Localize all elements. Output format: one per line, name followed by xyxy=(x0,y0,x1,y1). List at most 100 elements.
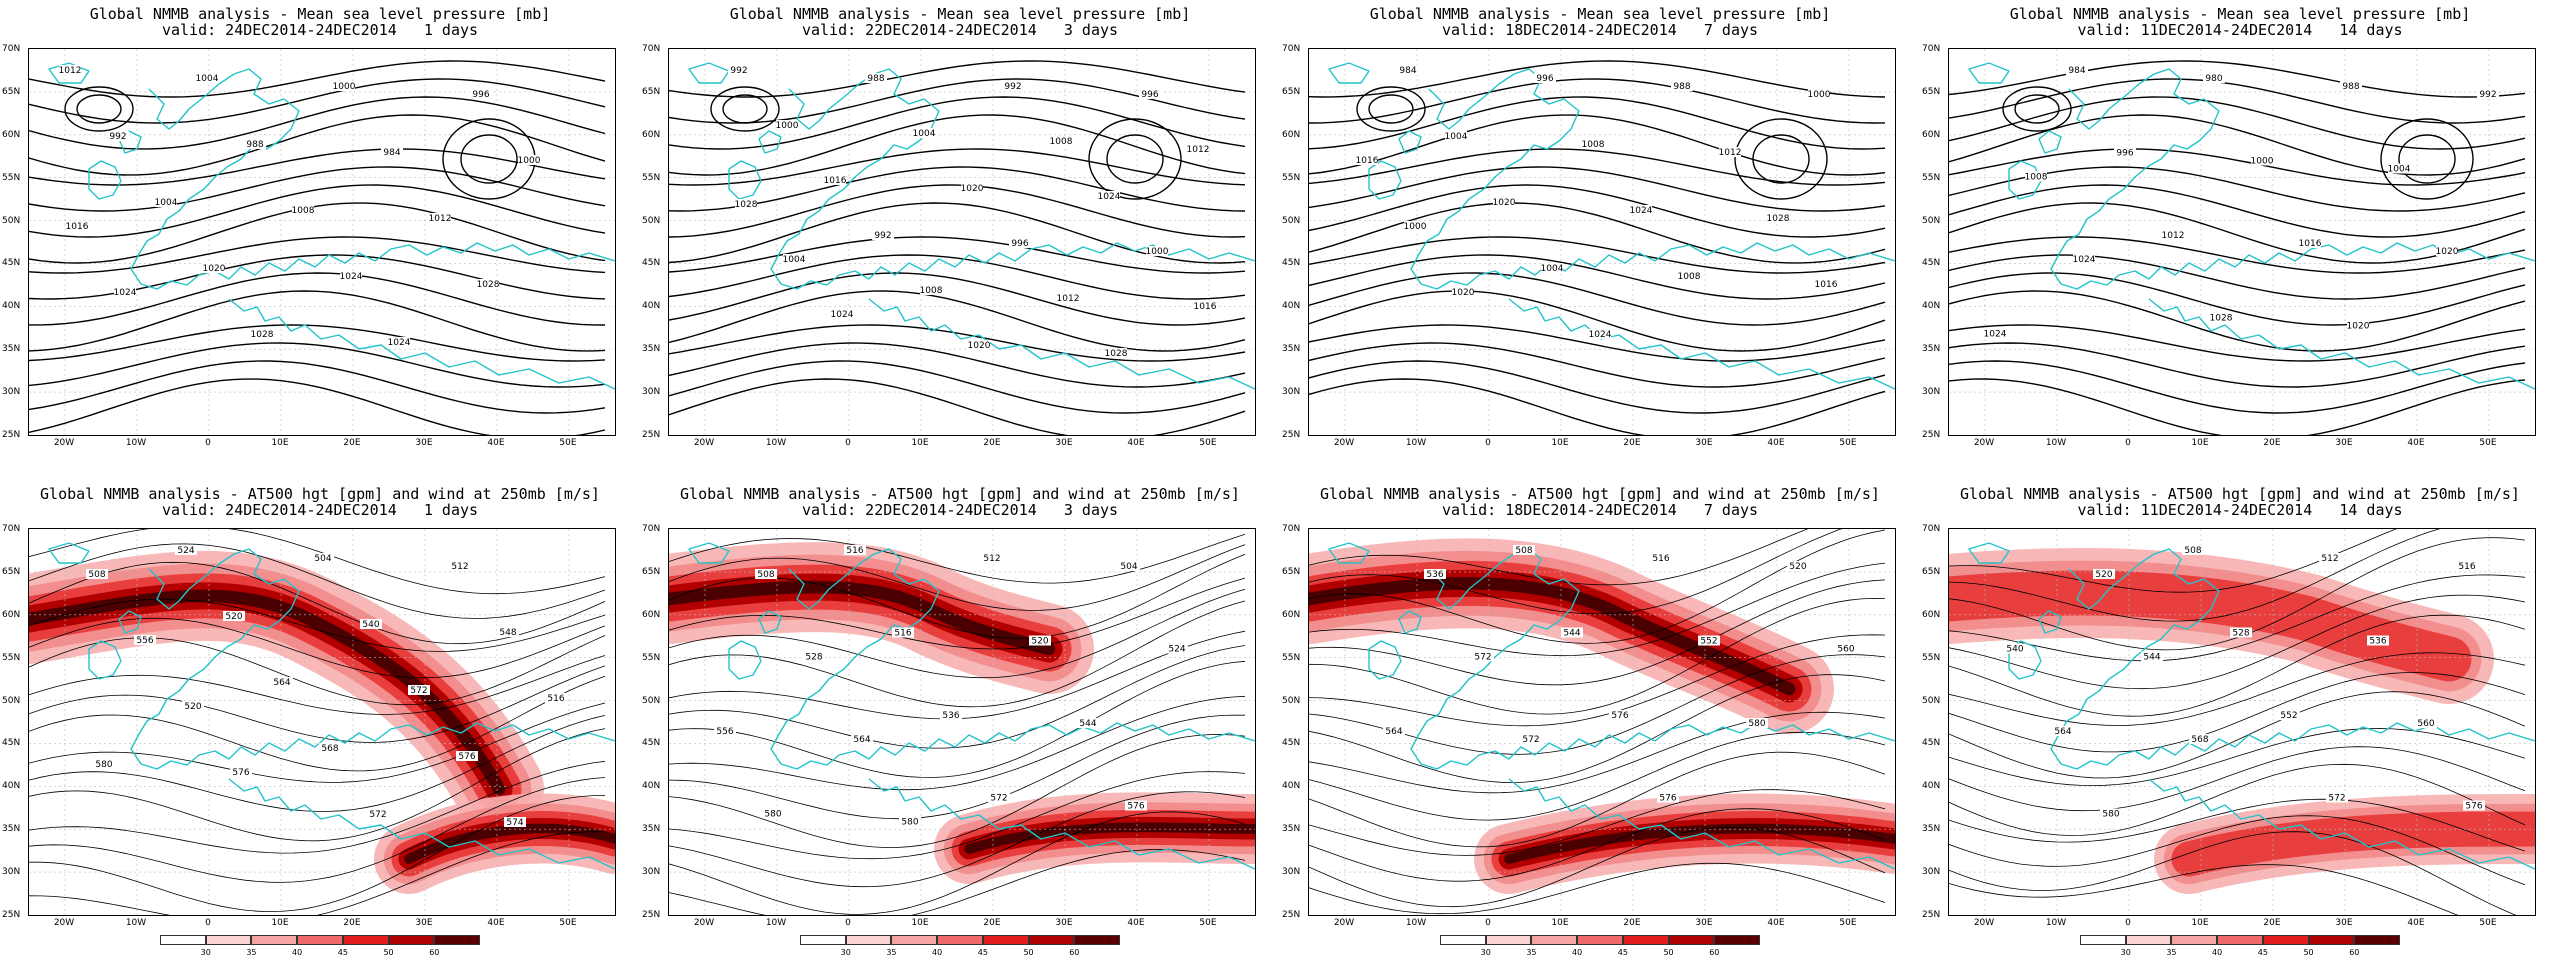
contour-line xyxy=(669,236,1246,274)
contour-label-bg xyxy=(182,701,204,711)
contours xyxy=(1309,529,1886,915)
coastline xyxy=(228,778,615,870)
contour-label-bg xyxy=(66,221,88,231)
contour-label-bg xyxy=(1356,155,1378,165)
lon-label: 10W xyxy=(765,438,787,448)
contour-line xyxy=(1309,731,1886,821)
lat-label: 45N xyxy=(1922,738,1941,749)
contour-label-bg xyxy=(381,147,403,157)
contour-label: 516 xyxy=(547,694,564,704)
contour-label: 1000 xyxy=(2251,157,2274,167)
colorbar-swatch xyxy=(1622,935,1669,945)
colorbar-swatch xyxy=(1714,935,1760,945)
contour-label: 1000 xyxy=(1808,90,1831,100)
lon-label: 20W xyxy=(1333,438,1355,448)
contour-label-bg xyxy=(1541,263,1563,273)
contour-label: 572 xyxy=(1522,735,1539,745)
map-panel-p7: Global NMMB analysis - AT500 hgt [gpm] a… xyxy=(1280,480,1920,960)
lat-label: 55N xyxy=(1282,172,1301,183)
contour-label-bg xyxy=(1404,221,1426,231)
contour-label: 1024 xyxy=(2073,255,2096,265)
contour-label-bg xyxy=(134,635,156,645)
contour-label-bg xyxy=(1139,89,1161,99)
contour-labels: 508 516 520 536 544 552 560 572 576 580 564 572 576 xyxy=(1383,545,1857,804)
panel-title: Global NMMB analysis - AT500 hgt [gpm] a… xyxy=(680,485,1240,503)
lon-label: 30E xyxy=(415,918,433,928)
lon-label: 10W xyxy=(125,438,147,448)
contour-label-bg xyxy=(1657,792,1679,803)
lon-label: 50E xyxy=(2479,918,2497,928)
lon-label: 10W xyxy=(1405,918,1427,928)
contour-label-bg xyxy=(899,816,921,827)
contour-line xyxy=(1309,202,1886,264)
lat-label: 65N xyxy=(2,566,21,577)
panel-subtitle: valid: 18DEC2014-24DEC2014 7 days xyxy=(1441,501,1759,519)
contour-label: 996 xyxy=(2116,149,2133,159)
contour-line xyxy=(29,166,606,212)
contour-line xyxy=(29,715,606,812)
colorbar-swatch xyxy=(434,935,480,945)
contour-label-bg xyxy=(408,685,430,695)
lat-label: 35N xyxy=(1922,344,1941,355)
coastline xyxy=(48,62,90,84)
contour-label-bg xyxy=(1719,147,1741,157)
contour-label-bg xyxy=(2141,651,2163,662)
colorbar-label: 60 xyxy=(429,948,440,957)
contour-label-bg xyxy=(2066,65,2088,75)
lon-label: 40E xyxy=(487,438,505,448)
contour-label: 580 xyxy=(2102,810,2119,820)
contour-label: 1024 xyxy=(1630,206,1653,216)
contour-line xyxy=(1309,166,1886,212)
contour-label: 572 xyxy=(410,686,427,696)
colorbar-swatch xyxy=(800,935,846,945)
contour-label-bg xyxy=(477,279,499,289)
contour-line xyxy=(29,728,606,842)
contour-label: 564 xyxy=(2054,727,2071,737)
contour-label: 1028 xyxy=(735,200,758,210)
contour-label: 1020 xyxy=(2436,247,2459,257)
coastline xyxy=(130,68,615,290)
lat-label: 70N xyxy=(642,524,661,534)
lat-label: 65N xyxy=(1282,566,1301,577)
coastline xyxy=(1508,298,1895,390)
map-canvas: 508 516 520 536 544 552 560 572 576 580 564 572 576 xyxy=(1309,529,1895,915)
lon-label: 0 xyxy=(205,438,211,448)
contour-line xyxy=(29,760,606,854)
lon-label: 20W xyxy=(1973,438,1995,448)
map-canvas: 508 512 516 520 528 536 540 544 552 560 564 568 572 5… xyxy=(1949,529,2535,915)
lon-label: 50E xyxy=(1839,918,1857,928)
contour-label-bg xyxy=(1077,718,1099,728)
map-panel-p2: Global NMMB analysis - Mean sea level pr… xyxy=(640,0,1280,480)
colorbar-label: 50 xyxy=(1023,948,1034,957)
lon-label: 10E xyxy=(2191,438,2209,448)
lon-label: 50E xyxy=(1839,438,1857,448)
lat-label: 25N xyxy=(2,910,21,920)
contour-line xyxy=(29,202,606,264)
contours xyxy=(29,60,606,435)
contour-label-bg xyxy=(968,340,990,350)
contour-label-bg xyxy=(456,751,478,761)
colorbar-label: 50 xyxy=(1663,948,1674,957)
contour-label-bg xyxy=(2052,726,2074,736)
coastlines xyxy=(688,542,1255,870)
colorbar-swatch xyxy=(342,935,389,945)
contour-label: 1016 xyxy=(824,176,847,186)
contour-label-bg xyxy=(1452,287,1474,297)
contour-label: 572 xyxy=(369,810,386,820)
contour-label-bg xyxy=(2203,73,2225,83)
colorbar-swatch xyxy=(388,935,435,945)
contour-label-bg xyxy=(2073,254,2095,264)
lon-label: 10E xyxy=(911,438,929,448)
coastline xyxy=(2050,548,2535,770)
coastline xyxy=(228,298,615,390)
contour-line xyxy=(1949,529,2441,622)
contour-line xyxy=(669,577,1246,650)
contour-label: 508 xyxy=(2184,546,2201,556)
coastline xyxy=(1368,640,1402,680)
contour-label: 1000 xyxy=(1404,222,1427,232)
contour-label-bg xyxy=(1194,301,1216,311)
contour-line xyxy=(29,561,606,645)
contour-line xyxy=(1309,789,1886,856)
contour-label-bg xyxy=(2114,147,2136,158)
lon-label: 20E xyxy=(2263,918,2281,928)
